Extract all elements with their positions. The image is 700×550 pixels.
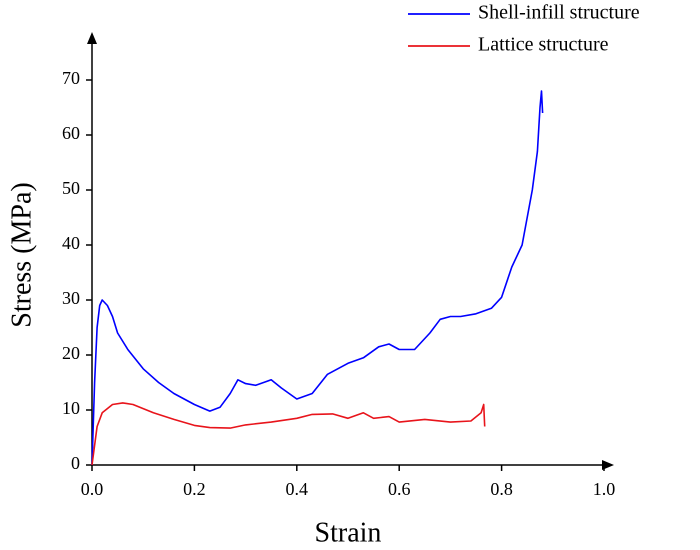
- y-tick-label: 20: [62, 343, 80, 363]
- x-axis-title: Strain: [315, 517, 382, 548]
- series-line: [91, 90, 544, 466]
- legend-label: Lattice structure: [478, 34, 609, 56]
- legend-label: Shell-infill structure: [478, 2, 640, 24]
- y-tick-label: 50: [62, 178, 80, 198]
- y-tick-label: 40: [62, 233, 80, 253]
- x-tick-label: 0.6: [388, 479, 411, 499]
- y-axis-arrow: [87, 32, 97, 44]
- y-axis-title: Stress (MPa): [6, 182, 37, 327]
- x-tick-label: 0.8: [490, 479, 513, 499]
- x-axis-arrow: [602, 460, 614, 470]
- x-tick-label: 0.0: [81, 479, 104, 499]
- y-tick-label: 30: [62, 288, 80, 308]
- y-tick-label: 70: [62, 68, 80, 88]
- x-tick-label: 1.0: [593, 479, 616, 499]
- y-tick-label: 0: [71, 453, 80, 473]
- series-line: [91, 402, 486, 466]
- x-tick-label: 0.4: [286, 479, 309, 499]
- y-tick-label: 10: [62, 398, 80, 418]
- y-tick-label: 60: [62, 123, 80, 143]
- x-tick-label: 0.2: [183, 479, 206, 499]
